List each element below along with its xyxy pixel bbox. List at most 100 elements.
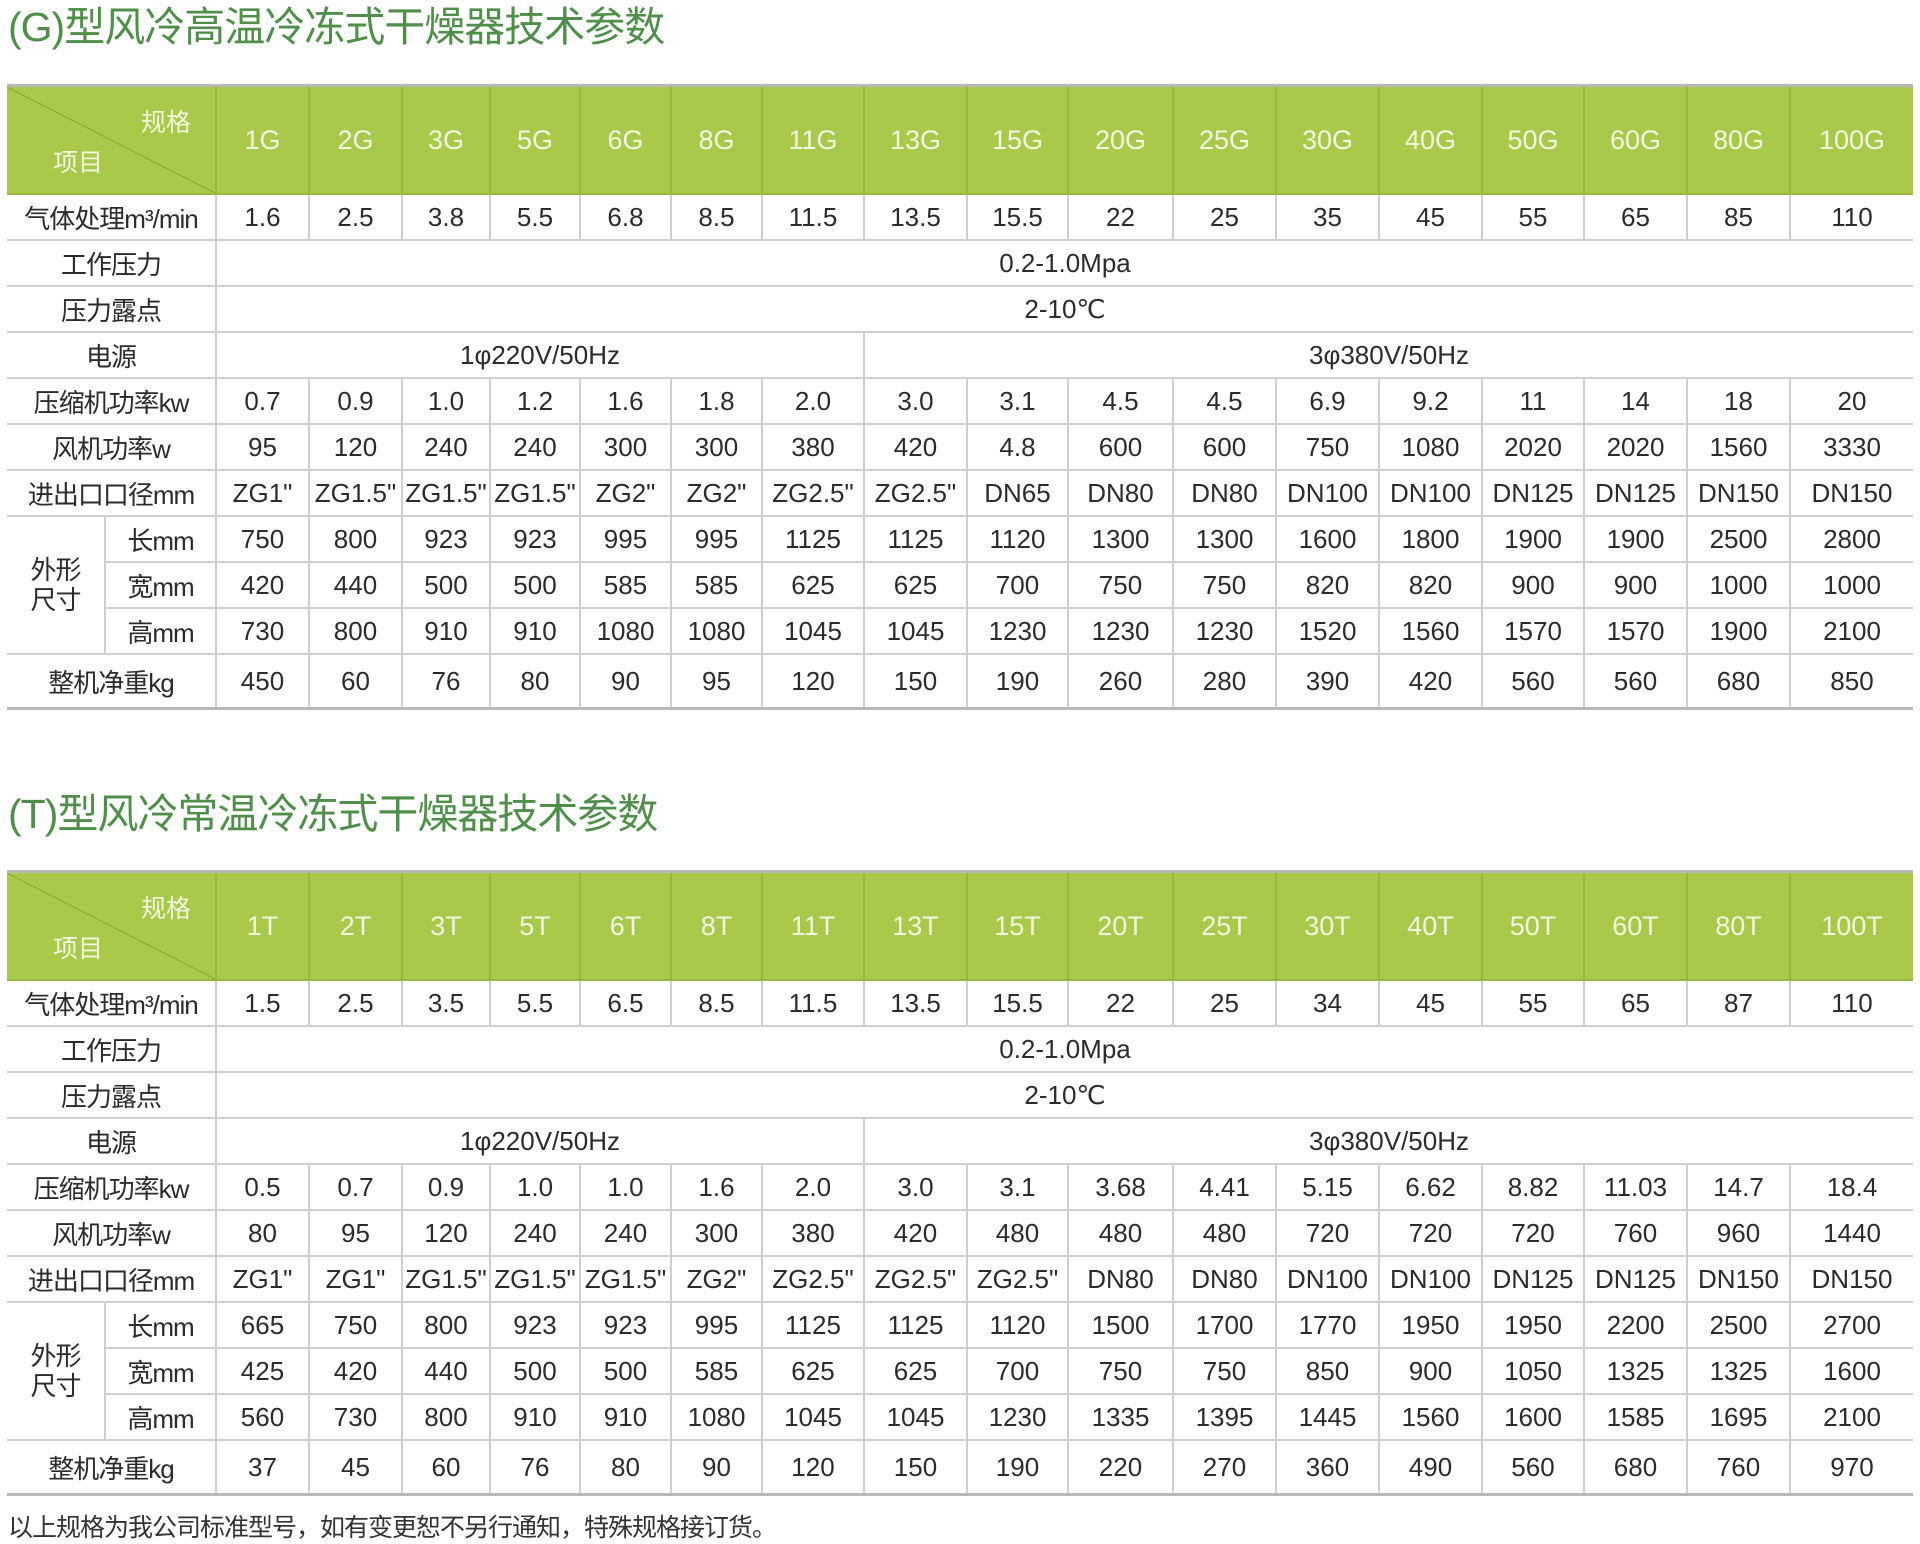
value-cell: 95 [308,1209,403,1257]
dimension-sub-label: 长mm [104,1301,217,1349]
value-cell: 910 [489,1393,581,1441]
value-cell: 3.8 [401,193,491,241]
value-cell: 500 [579,1347,672,1395]
value-cell: 150 [863,1439,968,1496]
value-cell: 1695 [1686,1393,1791,1441]
value-cell: 380 [761,1209,865,1257]
value-cell: 730 [215,607,310,655]
value-cell: ZG1" [308,1255,403,1303]
value-cell: 15.5 [966,193,1069,241]
net-weight-row: 整机净重kg 37 45 60 76 80 90 120 150 190 220 270 360 490 5… [7,1439,1913,1496]
value-cell: 1080 [579,607,672,655]
value-cell: ZG2.5" [761,1255,865,1303]
header-row: 规格 项目 1T 2T 3T 5T 6T 8T 11T 13T 15T 20T 25T 30T 40T 50T… [7,870,1913,981]
value-cell: 60 [401,1439,491,1496]
value-cell: DN80 [1172,469,1277,517]
row-label: 风机功率w [7,1209,217,1257]
value-cell: ZG1.5" [489,1255,581,1303]
value-cell: 0.9 [308,377,403,425]
value-cell: 0.2-1.0Mpa [215,239,1913,287]
value-cell: 11.5 [761,193,865,241]
value-cell: 2-10℃ [215,1071,1913,1119]
value-cell: 37 [215,1439,310,1496]
row-label: 气体处理m³/min [7,979,217,1027]
value-cell: 900 [1481,561,1585,609]
model-header: 3G [401,84,491,195]
value-cell: 0.7 [215,377,310,425]
value-cell: ZG1" [215,469,310,517]
value-cell: DN125 [1481,469,1585,517]
row-label: 压缩机功率kw [7,1163,217,1211]
value-cell: 1560 [1378,1393,1483,1441]
value-cell: 300 [670,1209,763,1257]
value-cell: 6.5 [579,979,672,1027]
value-cell: 3.68 [1067,1163,1174,1211]
value-cell: 1520 [1275,607,1380,655]
working-pressure-row: 工作压力 0.2-1.0Mpa [7,239,1913,287]
dimension-height-row: 高mm 730 800 910 910 1080 1080 1045 1045 1230 1230 1… [7,607,1913,655]
value-cell: 2020 [1481,423,1585,471]
value-cell: 240 [489,423,581,471]
value-cell: 1560 [1378,607,1483,655]
dimension-height-row: 高mm 560 730 800 910 910 1080 1045 1045 1230 1335 13… [7,1393,1913,1441]
g-spec-table: 规格 项目 1G 2G 3G 5G 6G 8G 11G 13G 15G 20G 25G 30G 40G 50G… [7,84,1913,710]
value-cell: 1.5 [215,979,310,1027]
value-cell: 6.9 [1275,377,1380,425]
value-cell: 3.1 [966,377,1069,425]
dimension-sub-label: 长mm [104,515,217,563]
value-cell: 490 [1378,1439,1483,1496]
value-cell: ZG1.5" [308,469,403,517]
value-cell: 380 [761,423,865,471]
row-label: 压缩机功率kw [7,377,217,425]
value-cell: 5.5 [489,193,581,241]
value-cell: 1000 [1686,561,1791,609]
model-header: 2T [308,870,403,981]
model-header: 80G [1686,84,1791,195]
value-cell: 4.41 [1172,1163,1277,1211]
value-cell: 760 [1686,1439,1791,1496]
model-header: 15T [966,870,1069,981]
value-cell: 1230 [966,1393,1069,1441]
value-cell: 76 [489,1439,581,1496]
value-cell: 995 [670,515,763,563]
dimension-width-row: 宽mm 420 440 500 500 585 585 625 625 700 750 750 820 8… [7,561,1913,609]
dew-point-row: 压力露点 2-10℃ [7,1071,1913,1119]
model-header: 13T [863,870,968,981]
value-cell: 190 [966,653,1069,710]
row-label: 电源 [7,1117,217,1165]
value-cell: DN100 [1275,469,1380,517]
value-cell: 120 [761,1439,865,1496]
value-cell: DN150 [1789,469,1913,517]
corner-spec-label: 规格 [140,895,191,923]
value-cell: 1335 [1067,1393,1174,1441]
model-header: 8G [670,84,763,195]
value-cell: 800 [401,1301,491,1349]
value-cell: 2700 [1789,1301,1913,1349]
value-cell: 4.5 [1067,377,1174,425]
value-cell: 500 [401,561,491,609]
value-cell: 625 [761,561,865,609]
value-cell: 1300 [1067,515,1174,563]
value-cell: 680 [1583,1439,1688,1496]
value-cell: 8.5 [670,979,763,1027]
value-cell: DN100 [1378,1255,1483,1303]
value-cell: 1.0 [579,1163,672,1211]
value-cell: 720 [1378,1209,1483,1257]
value-cell: 1500 [1067,1301,1174,1349]
value-cell: DN100 [1378,469,1483,517]
value-cell: 730 [308,1393,403,1441]
value-cell: 1230 [966,607,1069,655]
model-header: 40G [1378,84,1483,195]
dimension-width-row: 宽mm 425 420 440 500 500 585 625 625 700 750 750 850 9… [7,1347,1913,1395]
value-cell: 60 [308,653,403,710]
value-cell: 2.0 [761,1163,865,1211]
value-cell: 450 [215,653,310,710]
value-cell: 5.5 [489,979,581,1027]
diagonal-divider [7,87,215,193]
value-cell: 2100 [1789,607,1913,655]
value-cell: 910 [401,607,491,655]
value-cell: 720 [1275,1209,1380,1257]
value-cell: 0.7 [308,1163,403,1211]
dimensions-label: 外形尺寸 [7,1301,106,1441]
value-cell: 850 [1789,653,1913,710]
